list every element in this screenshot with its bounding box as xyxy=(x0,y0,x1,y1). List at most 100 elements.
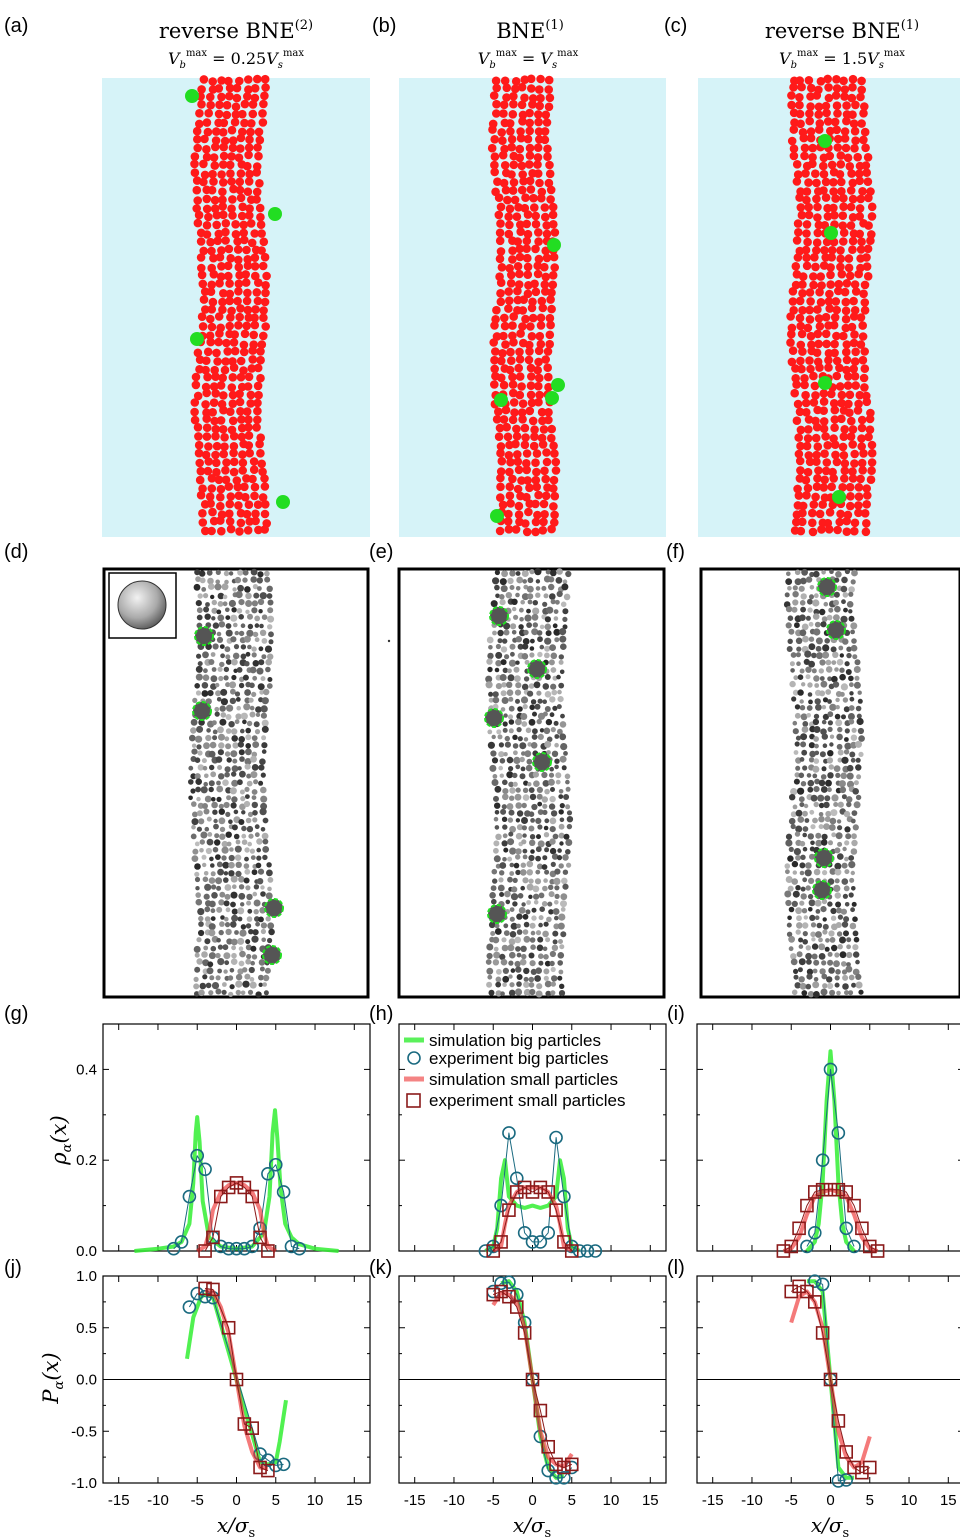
small-particle xyxy=(240,118,249,128)
small-particle xyxy=(228,136,238,145)
particle xyxy=(533,900,539,905)
particle xyxy=(238,749,245,756)
particle xyxy=(552,930,559,937)
small-particle xyxy=(792,177,802,186)
small-particle xyxy=(236,518,246,528)
particle xyxy=(852,788,859,795)
particle xyxy=(850,907,855,913)
particle xyxy=(218,733,225,741)
particle xyxy=(215,756,223,763)
small-particle xyxy=(234,321,243,330)
small-particle xyxy=(824,363,833,372)
small-particle xyxy=(830,313,840,322)
small-particle xyxy=(238,450,247,459)
small-particle xyxy=(506,279,516,288)
particle xyxy=(231,765,239,772)
particle xyxy=(515,586,521,591)
data-point xyxy=(253,1221,267,1236)
data-point xyxy=(800,1239,814,1254)
particle xyxy=(508,766,514,772)
particle xyxy=(541,901,548,907)
particle xyxy=(804,869,812,877)
small-particle xyxy=(202,204,212,214)
particle xyxy=(805,674,811,680)
small-particle xyxy=(537,187,547,197)
particle xyxy=(259,623,264,629)
small-particle xyxy=(549,220,558,229)
small-particle xyxy=(522,527,532,537)
small-particle xyxy=(251,516,260,526)
particle xyxy=(531,915,537,921)
small-particle xyxy=(804,210,814,220)
small-particle xyxy=(219,142,228,152)
particle xyxy=(221,583,229,591)
particle xyxy=(849,682,854,688)
particle xyxy=(217,765,223,770)
small-particle xyxy=(541,355,550,364)
particle xyxy=(843,916,850,923)
particle xyxy=(529,834,536,840)
small-particle xyxy=(857,442,866,451)
x-tick-label: -10 xyxy=(147,1492,169,1509)
small-particle xyxy=(836,254,845,264)
particle xyxy=(258,609,263,614)
small-particle xyxy=(851,136,860,145)
particle xyxy=(209,741,217,749)
small-particle xyxy=(219,118,229,128)
particle xyxy=(828,967,835,974)
data-point xyxy=(839,1221,854,1236)
small-particle xyxy=(202,194,212,204)
particle xyxy=(262,817,269,824)
small-particle xyxy=(534,117,543,127)
series-line xyxy=(173,1155,300,1250)
small-particle xyxy=(834,279,844,289)
particle xyxy=(549,950,557,958)
particle xyxy=(840,772,847,780)
particle xyxy=(223,666,230,673)
particle xyxy=(794,704,801,710)
small-particle xyxy=(231,110,241,119)
particle xyxy=(853,936,860,943)
small-particle xyxy=(862,519,871,528)
particle xyxy=(492,774,498,779)
particle xyxy=(244,786,250,793)
particle xyxy=(561,765,567,771)
particle xyxy=(210,863,215,868)
data-point xyxy=(831,1182,846,1197)
small-particle xyxy=(520,75,530,84)
small-particle xyxy=(216,416,226,425)
particle xyxy=(824,795,831,802)
small-particle xyxy=(850,144,859,153)
small-particle xyxy=(804,425,813,434)
small-particle xyxy=(191,380,201,390)
small-particle xyxy=(816,298,826,307)
particle xyxy=(490,750,497,757)
particle xyxy=(534,568,542,576)
particle xyxy=(827,750,834,757)
legend-sim-small: simulation small particles xyxy=(429,1070,618,1089)
small-particle xyxy=(505,119,515,128)
particle xyxy=(195,886,200,891)
particle xyxy=(209,975,215,981)
data-point xyxy=(509,1171,524,1186)
svg-text:Vbmax = 0.25Vsmax: Vbmax = 0.25Vsmax xyxy=(168,48,304,71)
particle xyxy=(857,690,862,695)
particle xyxy=(491,734,496,740)
particle xyxy=(512,901,518,907)
particle xyxy=(530,944,536,950)
particle xyxy=(536,630,543,636)
small-particle xyxy=(231,102,241,112)
small-particle xyxy=(253,363,263,373)
small-particle xyxy=(520,440,530,450)
small-particle xyxy=(236,193,246,203)
particle xyxy=(515,718,522,726)
data-point xyxy=(213,1189,228,1204)
particle xyxy=(221,846,229,854)
small-particle xyxy=(842,347,851,357)
particle xyxy=(231,674,237,681)
small-particle xyxy=(245,448,254,458)
data-point xyxy=(549,1130,563,1145)
small-particle xyxy=(232,83,242,93)
small-particle xyxy=(803,237,812,247)
particle xyxy=(206,816,212,822)
